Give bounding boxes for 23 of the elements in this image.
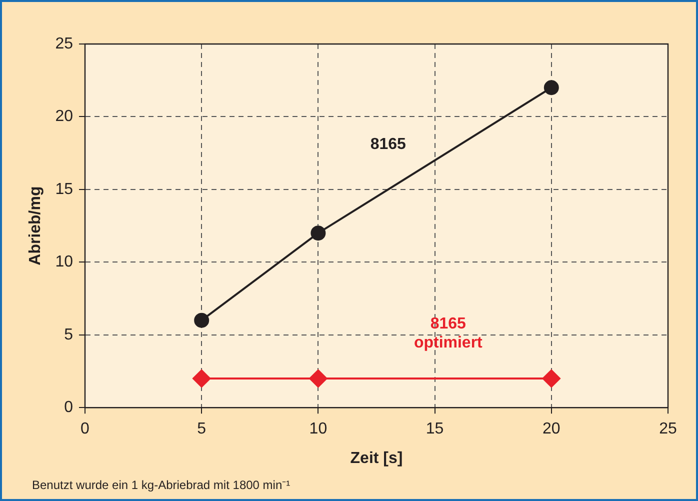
point (544, 80, 559, 96)
y-tick-label: 20 (55, 108, 74, 126)
y-tick-label: 0 (64, 399, 74, 416)
y-axis-title: Abrieb/mg (27, 186, 44, 266)
point (309, 370, 328, 388)
point (310, 226, 326, 241)
x-tick-label: 5 (197, 420, 206, 438)
x-tick-label: 20 (542, 420, 560, 438)
series-label: 8165 optimiert (414, 315, 484, 352)
x-tick-label: 25 (659, 420, 677, 438)
point (542, 370, 560, 388)
y-tick-label: 10 (55, 254, 74, 271)
point (192, 370, 211, 388)
y-tick-label: 25 (55, 35, 74, 52)
y-tick-label: 15 (55, 180, 74, 198)
text: Benutzt wurde ein 1 kg-Abriebrad mit 1800 min⁻¹ (32, 477, 290, 493)
x-tick-label: 10 (309, 420, 328, 438)
series-label: 8165 (370, 136, 406, 153)
x-tick-label: 0 (80, 420, 90, 438)
y-tick-label: 5 (64, 326, 74, 344)
x-axis-title: Zeit [s] (350, 450, 403, 467)
x-tick-label: 15 (426, 420, 444, 438)
point (194, 312, 210, 328)
